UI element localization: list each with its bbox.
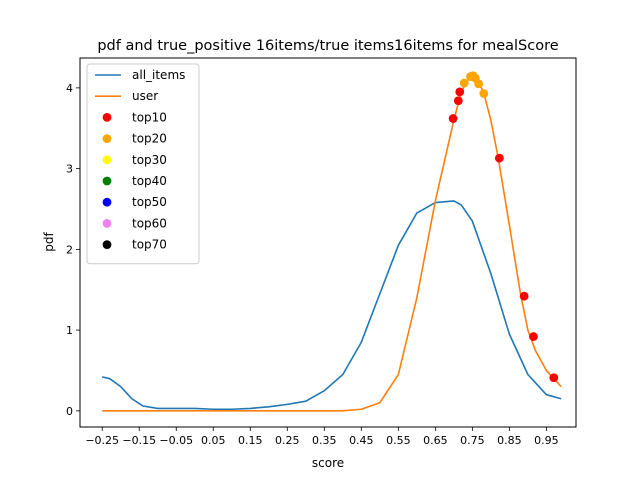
y-tick-label-3: 3 xyxy=(66,163,73,176)
x-axis: −0.25 −0.15 −0.05 0.05 0.15 0.25 0.35 0.45 0.55 0… xyxy=(85,427,559,447)
x-tick-label-9: 0.65 xyxy=(423,434,448,447)
y-tick-label-0: 0 xyxy=(66,405,73,418)
legend-swatch-top20 xyxy=(102,134,112,144)
point-top10-1 xyxy=(453,96,463,106)
x-tick-label-11: 0.85 xyxy=(497,434,522,447)
legend-label-top20: top20 xyxy=(132,132,167,146)
y-tick-label-4: 4 xyxy=(66,82,73,95)
legend-label-top70: top70 xyxy=(132,238,167,252)
legend-swatch-top70 xyxy=(102,240,112,250)
x-tick-label-3: 0.05 xyxy=(201,434,226,447)
x-tick-label-12: 0.95 xyxy=(534,434,559,447)
x-tick-label-10: 0.75 xyxy=(460,434,485,447)
series-line-all_items xyxy=(102,200,562,411)
y-tick-label-2: 2 xyxy=(66,243,73,256)
legend-swatch-top60 xyxy=(102,219,112,228)
legend-label-top40: top40 xyxy=(132,174,167,188)
point-top20-0 xyxy=(459,78,469,88)
point-top20-4 xyxy=(474,79,484,89)
legend-label-top10: top10 xyxy=(132,110,167,124)
legend-label-top60: top60 xyxy=(132,216,167,230)
legend-label-top30: top30 xyxy=(132,153,167,167)
legend-label-all_items: all_items xyxy=(132,68,185,82)
chart-title: pdf and true_positive 16items/true items… xyxy=(97,38,558,54)
x-tick-label-5: 0.25 xyxy=(275,434,300,447)
y-axis-label: pdf xyxy=(42,232,56,252)
x-tick-label-2: −0.05 xyxy=(159,434,193,447)
point-top20-5 xyxy=(479,89,489,98)
legend-swatch-top10 xyxy=(102,113,112,122)
legend-swatch-top30 xyxy=(102,155,112,165)
point-top10-5 xyxy=(529,332,538,341)
point-top10-4 xyxy=(519,291,529,301)
y-axis: 0 1 2 3 4 xyxy=(66,82,80,418)
legend-swatch-top40 xyxy=(102,176,112,186)
x-tick-label-1: −0.15 xyxy=(122,434,156,447)
y-tick-label-1: 1 xyxy=(66,324,73,337)
x-axis-label: score xyxy=(312,456,344,470)
x-tick-label-0: −0.25 xyxy=(85,434,119,447)
x-tick-label-7: 0.45 xyxy=(349,434,374,447)
point-top10-3 xyxy=(494,153,504,163)
axes-frame xyxy=(79,57,577,428)
legend-label-top50: top50 xyxy=(132,195,167,209)
x-tick-label-8: 0.55 xyxy=(386,434,411,447)
x-tick-label-4: 0.15 xyxy=(238,434,263,447)
legend-box xyxy=(86,63,200,265)
point-top10-0 xyxy=(448,114,458,123)
point-top10-6 xyxy=(549,373,559,383)
legend-swatch-top50 xyxy=(102,197,112,207)
x-tick-label-6: 0.35 xyxy=(312,434,337,447)
point-top10-2 xyxy=(455,87,465,97)
legend-label-user: user xyxy=(132,89,158,103)
plot-area xyxy=(102,71,562,412)
